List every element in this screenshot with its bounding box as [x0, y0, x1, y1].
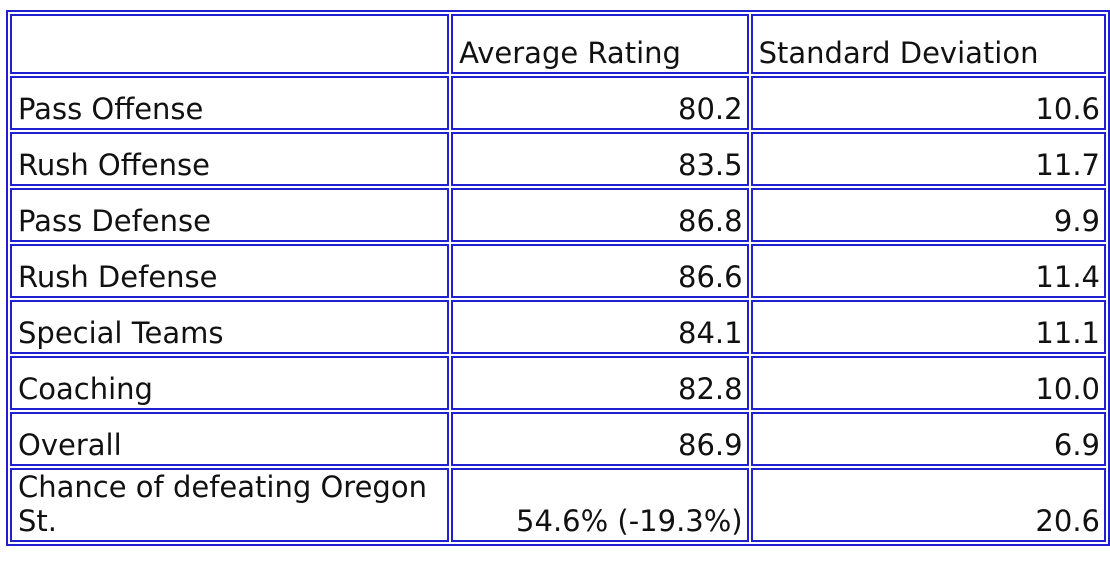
value-cell: 86.6	[451, 244, 749, 298]
value-cell: 83.5	[451, 132, 749, 186]
value-cell: 86.9	[451, 412, 749, 466]
row-label: Chance of defeating Oregon St.	[10, 468, 450, 542]
row-label: Overall	[10, 412, 450, 466]
value-cell: 10.0	[750, 356, 1106, 410]
table-row: Rush Offense 83.5 11.7	[10, 132, 1106, 186]
value-cell: 10.6	[750, 76, 1106, 130]
value-cell: 80.2	[451, 76, 749, 130]
value-cell: 11.7	[750, 132, 1106, 186]
value-cell: 6.9	[750, 412, 1106, 466]
value-cell: 20.6	[750, 468, 1106, 542]
row-label: Rush Offense	[10, 132, 450, 186]
row-label: Pass Offense	[10, 76, 450, 130]
value-cell: 54.6% (-19.3%)	[451, 468, 749, 542]
ratings-table: Average Rating Standard Deviation Pass O…	[6, 10, 1110, 546]
value-cell: 11.4	[750, 244, 1106, 298]
row-label: Special Teams	[10, 300, 450, 354]
table-row: Pass Defense 86.8 9.9	[10, 188, 1106, 242]
table-row: Pass Offense 80.2 10.6	[10, 76, 1106, 130]
value-cell: 11.1	[750, 300, 1106, 354]
row-label: Pass Defense	[10, 188, 450, 242]
value-cell: 82.8	[451, 356, 749, 410]
header-cell: Average Rating	[451, 14, 749, 74]
table-row: Overall 86.9 6.9	[10, 412, 1106, 466]
table-body: Pass Offense 80.2 10.6 Rush Offense 83.5 11.7…	[10, 76, 1106, 542]
value-cell: 86.8	[451, 188, 749, 242]
table-row: Rush Defense 86.6 11.4	[10, 244, 1106, 298]
table-row: Coaching 82.8 10.0	[10, 356, 1106, 410]
row-label: Rush Defense	[10, 244, 450, 298]
row-label: Coaching	[10, 356, 450, 410]
table-row: Special Teams 84.1 11.1	[10, 300, 1106, 354]
header-cell: Standard Deviation	[750, 14, 1106, 74]
value-cell: 9.9	[750, 188, 1106, 242]
value-cell: 84.1	[451, 300, 749, 354]
header-cell	[10, 14, 450, 74]
header-row: Average Rating Standard Deviation	[10, 14, 1106, 74]
table-row: Chance of defeating Oregon St. 54.6% (-19…	[10, 468, 1106, 542]
